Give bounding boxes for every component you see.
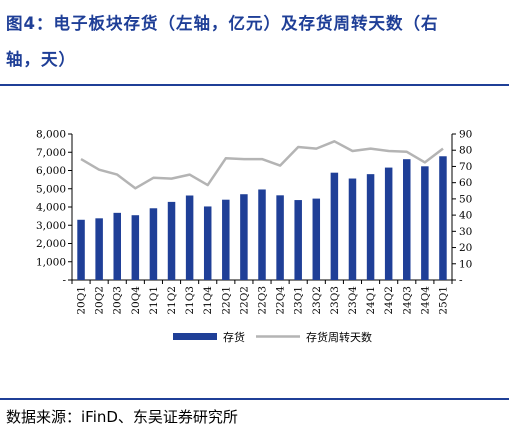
x-tick-label: 24Q2 <box>383 286 395 315</box>
y-axis-left: - 1,000 2,000 3,000 4,000 5,000 6,000 7,000 8,00… <box>36 129 73 287</box>
y-right-tick-label: 70 <box>459 161 472 173</box>
figure-title-line-2: 轴，天） <box>6 50 76 69</box>
x-tick-label: 23Q3 <box>329 286 341 315</box>
y-left-tick-label: 1,000 <box>36 256 66 268</box>
x-tick-label: 22Q2 <box>238 286 250 315</box>
y-left-tick-label: 5,000 <box>36 183 66 195</box>
x-tick-label: 21Q4 <box>202 286 214 315</box>
y-right-tick-label: 30 <box>459 226 472 238</box>
y-left-tick-label: - <box>62 275 66 287</box>
x-tick-label: 24Q3 <box>401 286 413 315</box>
bar-inventory-21Q2 <box>167 201 176 280</box>
x-tick-label: 23Q1 <box>293 286 305 315</box>
y-left-tick-label: 7,000 <box>36 147 66 159</box>
top-rule <box>0 84 509 86</box>
y-left-tick-label: 2,000 <box>36 238 66 250</box>
y-right-tick-label: 50 <box>459 193 472 205</box>
bar-inventory-20Q4 <box>131 215 140 280</box>
bar-inventory-25Q1 <box>439 156 447 280</box>
data-source: 数据来源：iFinD、东吴证券研究所 <box>6 408 238 426</box>
bar-inventory-22Q4 <box>276 195 284 280</box>
inventory-chart: - 1,000 2,000 3,000 4,000 5,000 6,000 7,000 8,00… <box>36 129 472 345</box>
figure-title-line-1: 图4：电子板块存货（左轴，亿元）及存货周转天数（右 <box>6 14 439 33</box>
y-left-tick-label: 3,000 <box>36 220 66 232</box>
y-right-tick-label: 10 <box>459 258 472 270</box>
bar-inventory-20Q2 <box>95 218 103 280</box>
y-right-tick-label: 80 <box>459 145 472 157</box>
y-right-tick-label: 40 <box>459 210 472 222</box>
x-tick-label: 20Q1 <box>76 286 88 315</box>
bar-inventory-22Q2 <box>240 194 248 280</box>
x-tick-label: 20Q2 <box>94 286 106 315</box>
x-tick-label: 22Q1 <box>220 286 232 315</box>
y-right-tick-label: 20 <box>459 242 472 254</box>
y-right-tick-label: 90 <box>459 129 472 141</box>
bar-inventory-20Q1 <box>77 219 85 280</box>
x-tick-label: 22Q4 <box>275 286 287 315</box>
bar-inventory-21Q3 <box>185 195 194 280</box>
x-tick-label: 23Q4 <box>347 286 359 315</box>
x-tick-label: 24Q4 <box>419 286 431 315</box>
legend-label-inventory: 存货 <box>223 330 245 344</box>
y-left-tick-label: 6,000 <box>36 165 66 177</box>
bar-inventory-21Q4 <box>203 206 212 280</box>
bar-inventory-23Q2 <box>312 198 321 280</box>
x-tick-label: 20Q4 <box>130 286 142 315</box>
bar-inventory-24Q3 <box>403 159 411 280</box>
bar-inventory-22Q3 <box>258 189 266 280</box>
bottom-rule <box>0 398 509 400</box>
bar-series <box>77 156 447 280</box>
line-series <box>80 140 444 190</box>
bar-inventory-24Q2 <box>384 167 393 280</box>
y-left-tick-label: 8,000 <box>36 129 66 141</box>
x-tick-label: 21Q1 <box>148 286 160 315</box>
legend-label-turnover-days: 存货周转天数 <box>306 330 372 344</box>
x-tick-label: 20Q3 <box>112 286 124 315</box>
bar-inventory-23Q1 <box>294 200 302 280</box>
legend: 存货 存货周转天数 <box>173 330 372 344</box>
bar-inventory-23Q3 <box>330 172 339 280</box>
bar-inventory-24Q1 <box>366 174 375 280</box>
x-tick-label: 24Q1 <box>365 286 377 315</box>
line-turnover-days <box>80 140 444 190</box>
x-tick-label: 23Q2 <box>311 286 323 315</box>
y-right-tick-label: 60 <box>459 177 472 189</box>
x-tick-label: 22Q3 <box>257 286 269 315</box>
bar-inventory-23Q4 <box>348 178 357 280</box>
bar-inventory-22Q1 <box>222 199 230 280</box>
x-tick-label: 21Q2 <box>166 286 178 315</box>
figure-title: 图4：电子板块存货（左轴，亿元）及存货周转天数（右 轴，天） <box>6 6 503 78</box>
y-right-tick-label: - <box>459 275 463 287</box>
bar-inventory-24Q4 <box>421 166 429 280</box>
legend-swatch-inventory <box>173 333 217 340</box>
y-axis-right: - 10 20 30 40 50 60 70 80 90 <box>451 129 472 287</box>
bar-inventory-21Q1 <box>149 208 158 280</box>
bar-inventory-20Q3 <box>113 212 121 280</box>
x-axis: 20Q1 20Q2 20Q3 20Q4 21Q1 21Q2 21Q3 21Q4 22Q1 22Q2… <box>71 279 453 315</box>
y-left-tick-label: 4,000 <box>36 202 66 214</box>
x-tick-label: 21Q3 <box>184 286 196 315</box>
x-tick-label: 25Q1 <box>437 286 449 315</box>
